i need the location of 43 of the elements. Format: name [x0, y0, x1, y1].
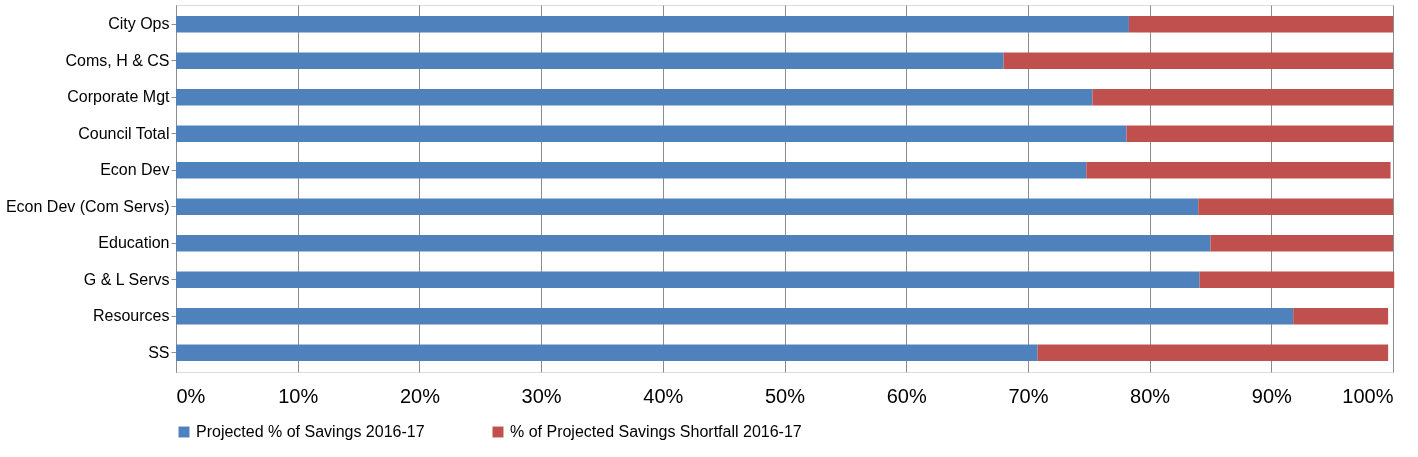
x-tick-label: 80% [1130, 384, 1171, 407]
x-tick-label: 30% [521, 384, 562, 407]
x-tick-label: 10% [278, 384, 319, 407]
x-tick-label: 50% [764, 384, 806, 407]
legend-label: % of Projected Savings Shortfall 2016-17 [510, 423, 802, 440]
x-tick-label: 100% [1342, 384, 1394, 407]
x-tick-label: 40% [643, 384, 684, 407]
bar [176, 344, 1038, 362]
x-tick-label: 0% [176, 384, 206, 407]
y-tick-label: City Ops [108, 15, 170, 33]
bar [176, 198, 1199, 215]
bar [176, 271, 1200, 289]
bar [1003, 52, 1393, 69]
x-tick-label: 90% [1251, 384, 1293, 407]
x-tick-label: 20% [399, 384, 441, 407]
bar [1086, 162, 1391, 179]
bar [176, 235, 1211, 252]
bar [1126, 125, 1393, 142]
y-tick-label: Coms, H & CS [65, 51, 170, 69]
y-tick-label: Econ Dev (Com Servs) [5, 197, 170, 215]
bar [1199, 271, 1395, 289]
legend-label: Projected % of Savings 2016-17 [196, 423, 425, 440]
y-tick-label: Council Total [78, 124, 170, 142]
bar [176, 162, 1087, 179]
bar [1293, 308, 1389, 325]
bar [1198, 198, 1393, 215]
bar [1210, 235, 1393, 252]
y-tick-label: SS [148, 343, 170, 361]
bar [1128, 15, 1393, 33]
x-tick-label: 70% [1008, 384, 1049, 407]
bar [176, 125, 1127, 142]
bar [176, 15, 1129, 33]
bar [176, 88, 1093, 106]
bar [176, 308, 1294, 325]
x-tick-label: 60% [886, 384, 927, 407]
y-tick-label: Education [98, 234, 170, 252]
bar [1037, 344, 1389, 362]
bar [176, 52, 1004, 69]
y-tick-label: Econ Dev [100, 161, 170, 179]
y-tick-label: G & L Servs [83, 270, 170, 288]
y-tick-label: Corporate Mgt [67, 88, 171, 106]
bar [1092, 88, 1393, 106]
y-tick-label: Resources [93, 307, 170, 325]
